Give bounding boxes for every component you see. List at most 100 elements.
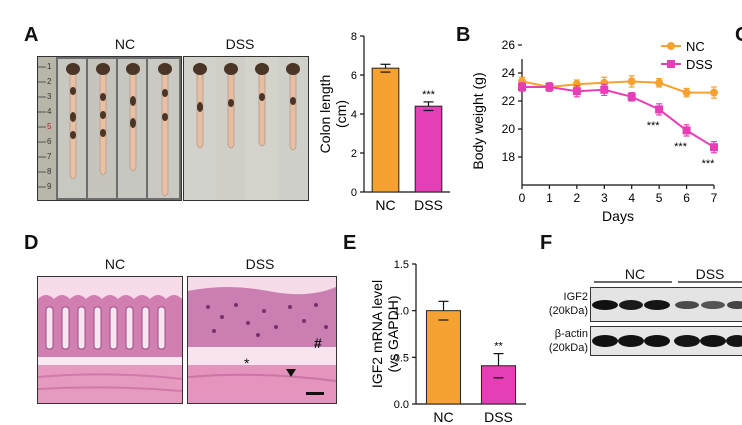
x-tick-label: 2 xyxy=(574,191,581,205)
western-actin-name: β-actin xyxy=(554,328,588,340)
y-tick-label: 26 xyxy=(502,38,516,52)
y-tick-label: 1.0 xyxy=(394,306,409,318)
western-igf2-name: IGF2 xyxy=(563,291,588,303)
x-tick-label: 5 xyxy=(656,191,663,205)
ruler-tick-label: 1 xyxy=(47,62,52,71)
point-nc xyxy=(600,78,609,87)
western-actin-kda: (20kDa) xyxy=(548,342,588,354)
point-dss xyxy=(682,126,691,135)
body-weight-chart: 18 20 22 24 26 0 1 2 3 4 5 6 7 Days Body weight (g) ***… xyxy=(470,38,718,224)
point-dss xyxy=(600,85,609,94)
legend-marker-nc xyxy=(667,42,675,50)
ruler-tick-label: 4 xyxy=(47,107,52,116)
bar-dss xyxy=(480,365,517,405)
panel-label-c-partial: C xyxy=(735,24,742,47)
colon-length-chart: 0 2 4 6 8 NC DSS *** Colon length (cm) xyxy=(317,31,450,213)
y-tick-label: 6 xyxy=(351,70,357,82)
significance-mark: *** xyxy=(674,141,688,153)
western-blot-igf2 xyxy=(590,287,742,322)
western-actin-label: β-actin (20kDa) xyxy=(543,327,588,355)
ruler-tick-label: 6 xyxy=(47,137,52,146)
point-dss xyxy=(545,83,554,91)
western-blot-actin-bands xyxy=(592,335,742,347)
significance-mark: *** xyxy=(647,120,661,132)
panel-label-f: F xyxy=(540,232,553,254)
ruler-tick-label: 3 xyxy=(47,92,52,101)
x-tick-label: 1 xyxy=(546,191,553,205)
point-dss xyxy=(655,105,664,114)
significance-mark: ** xyxy=(494,341,503,353)
y-tick-label: 20 xyxy=(502,122,516,136)
x-tick-label: 4 xyxy=(628,191,635,205)
igf2-mrna-chart: 0.0 0.5 1.0 1.5 NC DSS ** IGF2 mRNA level (vs GA… xyxy=(369,259,526,425)
he-stain-dss-drawing xyxy=(188,277,336,403)
western-igf2-kda: (20kDa) xyxy=(548,305,588,317)
colon-photo-dss xyxy=(183,56,309,201)
series-line-dss xyxy=(522,86,715,149)
series-line-nc xyxy=(521,80,714,94)
y-axis-title: Body weight (g) xyxy=(470,72,486,169)
x-tick-label: 0 xyxy=(519,191,526,205)
y-tick-label: 0.0 xyxy=(394,399,409,411)
y-axis-title: Colon length xyxy=(317,75,333,154)
panel-label-b: B xyxy=(456,24,471,46)
he-stain-dss: # * xyxy=(187,276,337,404)
ruler-tick-label: 5 xyxy=(47,122,52,131)
y-axis-title: IGF2 mRNA level xyxy=(369,280,385,388)
y-tick-label: 1.5 xyxy=(394,259,409,271)
western-igf2-label: IGF2 (20kDa) xyxy=(543,290,588,318)
significance-mark: *** xyxy=(702,158,716,170)
point-nc xyxy=(655,78,664,87)
legend-marker-dss xyxy=(667,60,675,68)
western-nc-label: NC xyxy=(624,266,646,282)
ruler-tick-label: 8 xyxy=(47,167,52,176)
panel-d-dss-label: DSS xyxy=(245,256,275,272)
y-tick-label: 0.5 xyxy=(394,352,409,364)
point-dss xyxy=(710,143,718,152)
colon-photo-nc-drawing xyxy=(38,57,179,200)
point-nc xyxy=(627,77,636,86)
y-tick-label: 24 xyxy=(502,66,516,80)
western-blot-igf2-bands xyxy=(592,300,742,310)
y-tick-label: 0 xyxy=(351,187,357,199)
y-tick-label: 2 xyxy=(351,148,357,160)
he-stain-nc-drawing xyxy=(38,277,182,403)
colon-photo-dss-drawing xyxy=(184,57,308,200)
panel-a-nc-label: NC xyxy=(114,36,136,52)
x-tick-label: 7 xyxy=(711,191,718,205)
point-dss xyxy=(572,87,581,96)
bar-nc xyxy=(371,67,400,193)
point-dss xyxy=(627,92,636,101)
point-dss xyxy=(518,83,526,91)
panel-label-a: A xyxy=(24,24,39,46)
ruler-tick-label: 2 xyxy=(47,77,52,86)
he-stain-nc xyxy=(37,276,183,404)
y-axis-title-unit: (vs GAPDH) xyxy=(385,296,401,373)
x-tick-label: DSS xyxy=(414,197,443,213)
significance-mark: *** xyxy=(422,89,436,101)
y-tick-label: 22 xyxy=(502,94,516,108)
y-tick-label: 8 xyxy=(351,31,357,43)
x-axis-title: Days xyxy=(602,208,634,224)
x-tick-label: 6 xyxy=(683,191,690,205)
bar-nc xyxy=(425,310,462,405)
western-dss-label: DSS xyxy=(695,266,725,282)
point-nc xyxy=(682,88,691,97)
ruler-labels: 1 2 3 4 5 6 7 8 9 xyxy=(38,58,55,198)
western-blot-actin xyxy=(590,326,742,356)
panel-label-e: E xyxy=(343,232,357,254)
panel-d-nc-label: NC xyxy=(104,256,126,272)
x-tick-label: 3 xyxy=(601,191,608,205)
legend-label-nc: NC xyxy=(686,39,705,54)
x-tick-label: DSS xyxy=(484,409,513,425)
legend-label-dss: DSS xyxy=(686,57,713,72)
y-tick-label: 18 xyxy=(502,150,516,164)
ruler-tick-label: 7 xyxy=(47,152,52,161)
he-marker-star: * xyxy=(244,355,250,371)
panel-a-dss-label: DSS xyxy=(225,36,255,52)
y-axis-title-unit: (cm) xyxy=(333,100,349,128)
y-tick-label: 4 xyxy=(351,109,357,121)
panel-label-d: D xyxy=(24,232,39,254)
ruler-tick-label: 9 xyxy=(47,182,52,191)
he-marker-hash: # xyxy=(314,335,322,351)
